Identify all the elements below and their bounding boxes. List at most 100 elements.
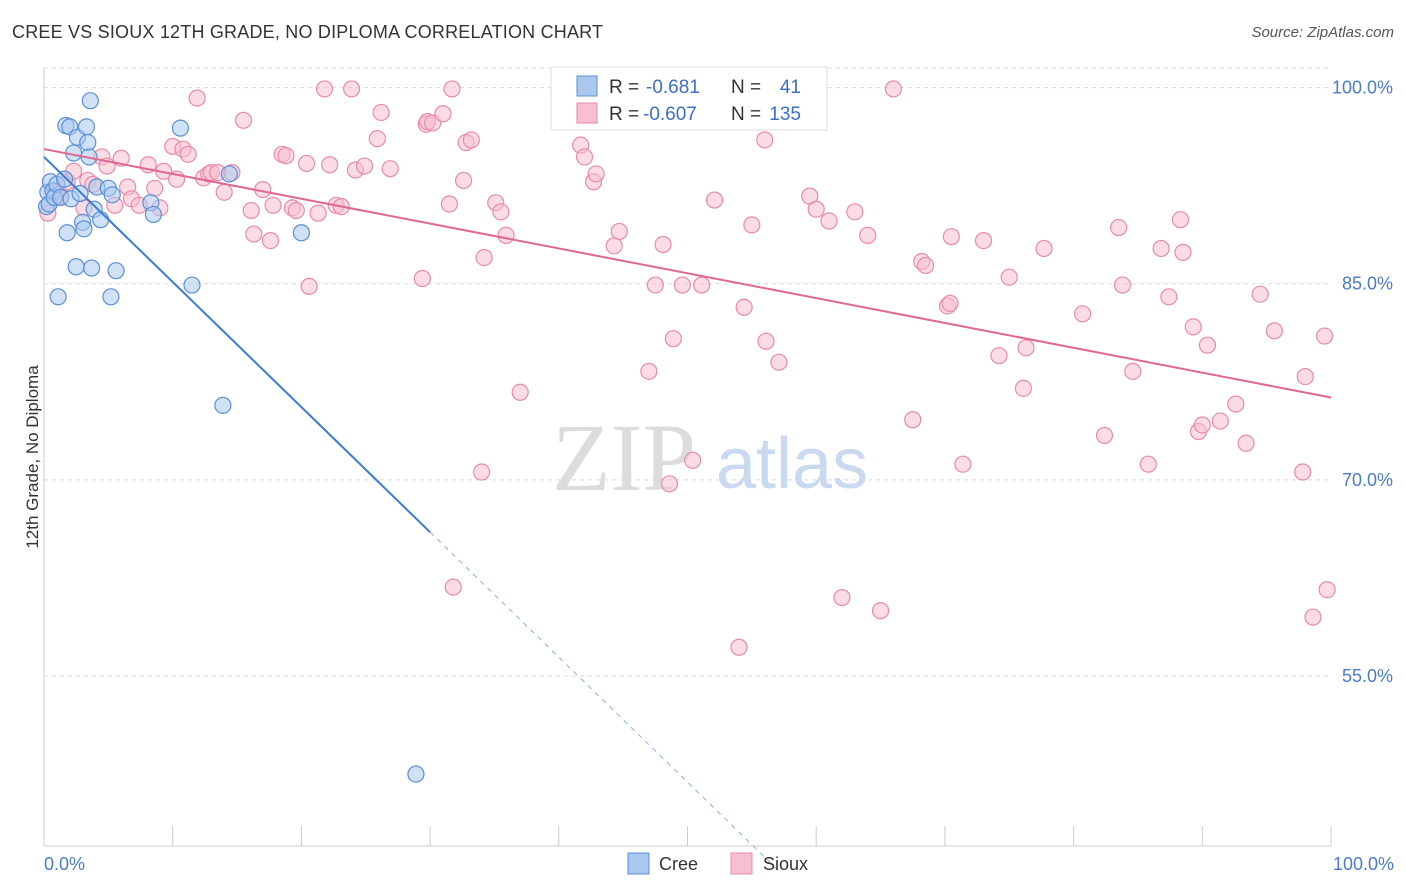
sioux-point [497,226,515,244]
sioux-point [1315,327,1334,345]
sioux-point [884,80,903,98]
sioux-point [640,362,658,380]
sioux-point [1193,416,1211,434]
sioux-point [859,226,877,244]
legend-swatch-cree [576,75,598,97]
sioux-point [575,148,594,166]
sioux-point [660,475,679,493]
sioux-point [974,231,993,250]
sioux-point [434,105,452,123]
cree-point [144,205,162,224]
sioux-point [368,130,386,148]
cree-point [49,288,67,306]
sioux-point [245,225,263,243]
cree-series [37,92,425,783]
stats-legend: R = -0.681 N = 41 R = -0.607 N = 135 [550,66,828,131]
sioux-point [444,578,462,596]
legend-r-value-sioux: -0.607 [643,104,697,125]
sioux-point [1124,362,1142,380]
sioux-point [954,455,972,473]
bottom-legend-swatch-cree [627,852,650,875]
sioux-point [277,147,295,165]
cree-point [183,276,201,294]
cree-point [75,220,93,238]
sioux-point [1198,336,1217,354]
cree-point [407,765,425,783]
sioux-point [440,195,459,213]
sioux-point [1174,243,1192,261]
cree-point [55,170,74,188]
sioux-point [443,80,461,98]
cree-point [58,224,76,242]
y-tick-label: 85.0% [1342,274,1393,294]
sioux-point [605,237,623,255]
sioux-point [1265,322,1283,340]
sioux-point [846,203,864,221]
sioux-point [705,191,724,209]
cree-point [102,288,120,306]
sioux-point [1304,608,1322,626]
sioux-point [1139,455,1157,473]
sioux-point [355,157,374,175]
sioux-point [413,269,431,288]
legend-r-value-cree: -0.681 [646,77,700,98]
watermark-zip: ZIP [552,404,696,511]
cree-point [171,119,190,137]
sioux-point [904,411,922,429]
sioux-point [492,203,510,221]
cree-point [67,258,85,276]
sioux-point [664,330,682,348]
sioux-point [1318,581,1336,599]
sioux-point [297,154,316,173]
legend-r-label-sioux: R = [609,104,639,125]
y-tick-labels: 55.0% 70.0% 85.0% 100.0% [1332,78,1393,686]
sioux-point [871,602,890,620]
sioux-point [242,201,260,220]
cree-point [81,92,99,110]
sioux-point [1095,426,1114,445]
sioux-point [756,131,774,149]
sioux-point [1152,239,1170,258]
x-tick-label-0: 0.0% [44,854,85,874]
cree-point [103,186,121,204]
sioux-point [693,276,711,294]
sioux-point [1237,434,1255,452]
sioux-point [1294,463,1312,481]
bottom-legend-swatch-sioux [730,852,753,875]
sioux-point [261,231,280,250]
sioux-point [743,216,761,234]
sioux-point [215,183,233,201]
sioux-point [1000,268,1018,286]
sioux-point [730,638,748,656]
source-label: Source: ZipAtlas.com [1251,24,1394,41]
sioux-point [1160,288,1178,306]
sioux-point [942,228,960,246]
y-tick-label: 100.0% [1332,78,1393,98]
sioux-point [188,89,206,107]
sioux-point [264,196,282,214]
sioux-point [472,463,491,481]
sioux-point [646,276,664,294]
sioux-point [1296,367,1314,386]
sioux-point [610,222,628,241]
sioux-point [475,248,493,267]
legend-n-label-sioux: N = [731,104,761,125]
legend-r-label-cree: R = [609,77,639,98]
cree-point [71,184,89,203]
sioux-point [315,80,334,98]
cree-point [92,211,110,229]
legend-swatch-sioux [576,102,598,124]
sioux-point [587,165,605,183]
sioux-point [1110,218,1128,237]
bottom-legend: Cree Sioux [627,852,808,875]
sioux-point [1251,285,1269,303]
sioux-point [1113,276,1132,294]
cree-point [77,118,96,136]
cree-point [83,259,101,277]
sioux-point [820,212,838,230]
sioux-point [234,111,253,129]
cree-point [214,396,232,414]
sioux-point [511,383,529,401]
sioux-point [833,588,851,607]
